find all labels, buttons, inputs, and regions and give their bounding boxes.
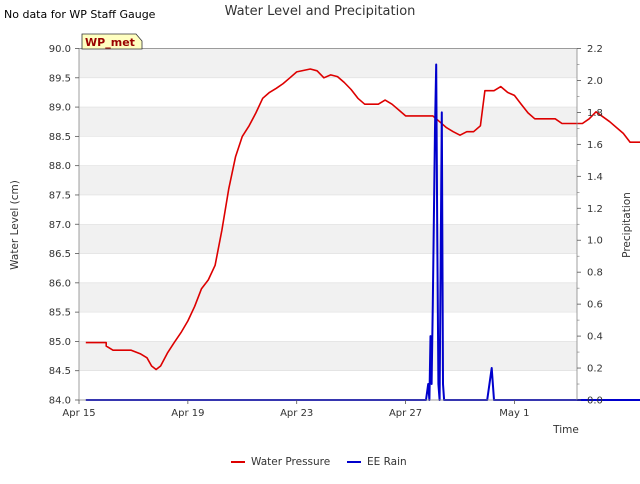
y-tick-label: 88.5 (49, 132, 71, 143)
legend: Water Pressure EE Rain (231, 456, 407, 468)
y-tick-label: 90.0 (49, 44, 71, 55)
grid-band (79, 48, 577, 78)
y-tick-label: 84.5 (49, 366, 71, 377)
grid-band (79, 312, 577, 342)
y2-tick-label: 1.6 (587, 140, 603, 151)
y-tick-label: 85.5 (49, 308, 71, 319)
x-tick-label: Apr 19 (171, 408, 204, 419)
y-axis-label: Water Level (cm) (9, 180, 21, 270)
grid-bands (79, 48, 577, 401)
grid-band (79, 136, 577, 166)
legend-label-ee-rain: EE Rain (367, 456, 407, 468)
y2-tick-label: 0.2 (587, 364, 603, 375)
y-tick-label: 86.5 (49, 249, 71, 260)
grid-band (79, 224, 577, 254)
y2-tick-label: 1.4 (587, 172, 603, 183)
station-badge: WP_met (81, 33, 143, 50)
grid-band (79, 370, 577, 400)
y-tick-label: 88.0 (49, 161, 71, 172)
grid-band (79, 282, 577, 313)
y-tick-label: 84.0 (49, 396, 71, 407)
y2-tick-label: 1.0 (587, 236, 603, 247)
chart-title: Water Level and Precipitation (225, 4, 416, 19)
y2-tick-label: 0.6 (587, 300, 603, 311)
y-tick-label: 89.0 (49, 103, 71, 114)
x-axis-label: Time (552, 424, 579, 436)
legend-label-water-pressure: Water Pressure (251, 456, 330, 468)
x-tick-label: Apr 27 (389, 408, 422, 419)
no-data-note: No data for WP Staff Gauge (4, 8, 156, 21)
y-tick-label: 89.5 (49, 73, 71, 84)
y2-tick-label: 2.2 (587, 44, 603, 55)
y2-tick-label: 1.8 (587, 108, 603, 119)
grid-band (79, 77, 577, 108)
y2-tick-label: 1.2 (587, 204, 603, 215)
y-tick-label: 86.0 (49, 278, 71, 289)
y2-axis-label: Precipitation (621, 192, 633, 258)
x-axis: Apr 15 Apr 19 Apr 23 Apr 27 May 1 (62, 400, 530, 419)
x-tick-label: Apr 23 (280, 408, 313, 419)
series-line-water-pressure (85, 68, 640, 371)
y-axis-right: 0.0 0.2 0.4 0.6 0.8 1.0 1.2 1.4 1.6 1.8 2.0 2.2 (577, 44, 603, 407)
grid-band (79, 253, 577, 283)
station-badge-box (81, 33, 143, 50)
grid-band (79, 194, 577, 225)
grid-band (79, 107, 577, 137)
y2-tick-label: 0.0 (587, 396, 603, 407)
y2-tick-label: 0.4 (587, 332, 603, 343)
y-tick-label: 87.5 (49, 190, 71, 201)
y-tick-label: 85.0 (49, 337, 71, 348)
x-tick-label: May 1 (499, 408, 529, 419)
y-axis-left: 84.0 84.5 85.0 85.5 86.0 86.5 87.0 87.5 88.0 88.5… (49, 44, 79, 407)
grid-band (79, 165, 577, 195)
x-tick-label: Apr 15 (62, 408, 95, 419)
station-badge-label: WP_met (85, 36, 135, 49)
y-tick-label: 87.0 (49, 220, 71, 231)
y2-tick-label: 2.0 (587, 76, 603, 87)
y2-tick-label: 0.8 (587, 268, 603, 279)
grid-band (79, 341, 577, 371)
